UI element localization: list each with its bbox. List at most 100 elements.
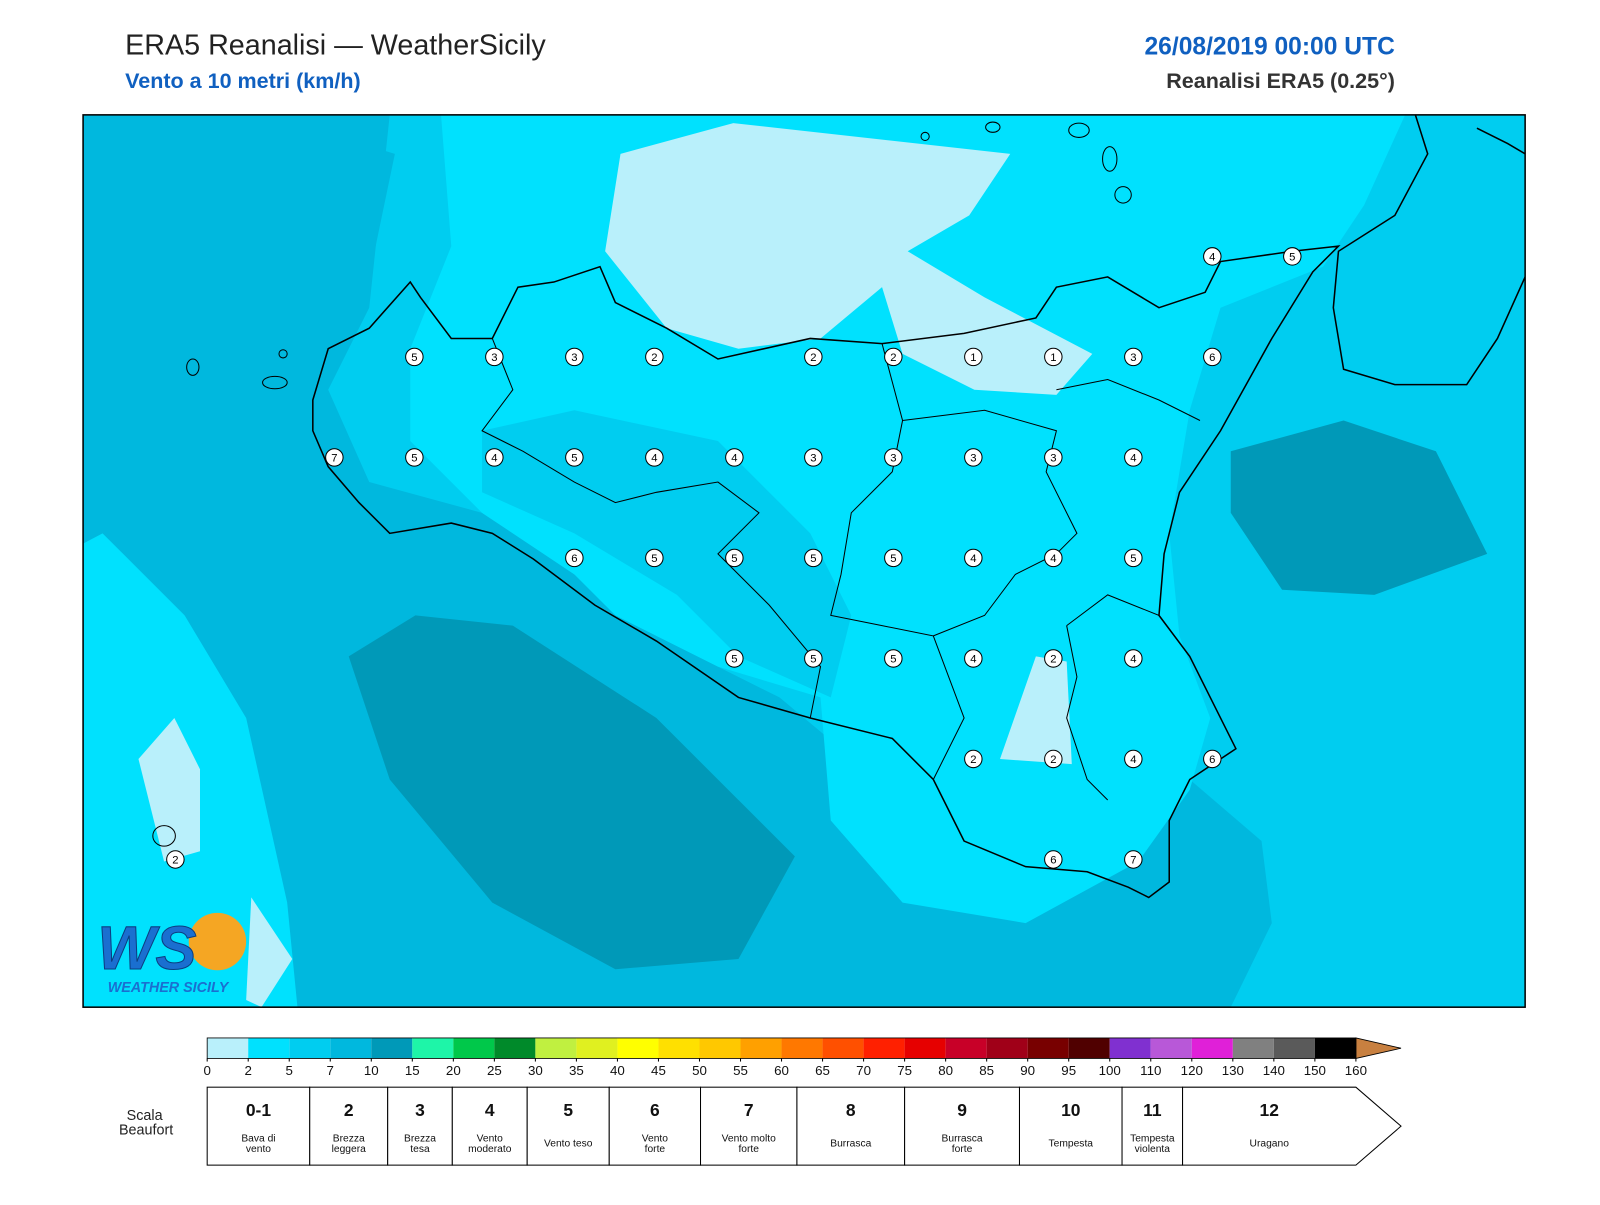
station-marker (1203, 749, 1222, 769)
beaufort-name: Bava di vento (241, 1133, 276, 1155)
station-value: 5 (890, 553, 896, 565)
station-value: 4 (491, 453, 497, 465)
colorbar-segment (289, 1037, 331, 1059)
station-marker (1283, 247, 1302, 266)
station-marker (964, 749, 983, 769)
beaufort-name: Vento molto forte (721, 1133, 776, 1155)
station-value: 4 (970, 553, 976, 565)
logo: WS WEATHER SICILY (97, 912, 247, 996)
beaufort-force: 10 (1061, 1100, 1080, 1120)
colorbar-segment (658, 1037, 700, 1059)
station-value: 5 (731, 654, 737, 666)
beaufort-name-box: Vento forte (642, 1134, 668, 1155)
station-value: 2 (970, 754, 976, 766)
station-value: 4 (1050, 553, 1056, 565)
province-border (1066, 625, 1109, 801)
station-marker (1044, 850, 1063, 869)
station-marker (1124, 448, 1143, 467)
beaufort-name: Vento teso (543, 1138, 593, 1150)
station-value: 4 (1130, 453, 1136, 465)
contour (83, 114, 395, 534)
station-marker (565, 448, 584, 467)
station-marker (964, 448, 983, 467)
station-value: 7 (331, 453, 337, 465)
station-value: 3 (571, 352, 577, 364)
island (1114, 186, 1132, 204)
subtitle: Vento a 10 metri (km/h) (125, 69, 361, 93)
colorbar-tick-label: 25 (487, 1063, 502, 1078)
beaufort-name: Uragano (1249, 1138, 1289, 1150)
coastline (1332, 114, 1526, 386)
beaufort-cell (796, 1086, 906, 1166)
island (152, 825, 176, 847)
beaufort-cell (904, 1086, 1020, 1166)
station-value: 5 (810, 553, 816, 565)
station-value: 5 (890, 654, 896, 666)
colorbar-tick-label: 40 (610, 1063, 625, 1078)
station-value: 4 (1209, 252, 1215, 264)
colorbar-tick-label: 2 (244, 1063, 251, 1078)
colorbar-tick-label: 10 (364, 1063, 379, 1078)
beaufort-cell (526, 1086, 610, 1166)
station-marker (1203, 247, 1222, 266)
station-marker (1044, 649, 1063, 668)
colorbar-segment (1232, 1037, 1274, 1059)
station-value: 4 (731, 453, 737, 465)
map-frame (82, 114, 1526, 1008)
beaufort-force: 9 (957, 1100, 967, 1120)
colorbar-tick-label: 75 (897, 1063, 912, 1078)
colorbar-segment (207, 1037, 249, 1059)
colorbar-segment (781, 1037, 823, 1059)
station-marker (804, 548, 823, 568)
colorbar-segment (617, 1037, 659, 1059)
colorbar-tick-label: 160 (1345, 1063, 1367, 1078)
station-value: 1 (1050, 352, 1056, 364)
station-value: 3 (890, 453, 896, 465)
colorbar-tick-label: 20 (446, 1063, 461, 1078)
station-marker (565, 347, 584, 367)
title: ERA5 Reanalisi — WeatherSicily (125, 29, 546, 61)
colorbar-segment (412, 1037, 454, 1059)
station-value: 6 (1050, 855, 1056, 867)
station-marker (565, 548, 584, 568)
beaufort-force: 2 (344, 1100, 354, 1120)
station-value: 4 (1130, 754, 1136, 766)
beaufort-name-box: Brezza leggera (332, 1134, 366, 1155)
source: Reanalisi ERA5 (0.25°) (1166, 69, 1395, 93)
island (1102, 146, 1118, 172)
colorbar-tick-label: 5 (286, 1063, 293, 1078)
beaufort-cell (387, 1086, 453, 1166)
beaufort-force: 0-1 (246, 1100, 271, 1120)
station-marker (884, 347, 903, 367)
colorbar-tick-label: 130 (1222, 1063, 1244, 1078)
beaufort-name-box: Tempesta violenta (1130, 1133, 1175, 1155)
datetime: 26/08/2019 00:00 UTC (1144, 33, 1395, 60)
station-value: 6 (1209, 352, 1215, 364)
colorbar-segment (822, 1037, 864, 1059)
colorbar-extend (1355, 1037, 1402, 1059)
station-value: 4 (1130, 654, 1136, 666)
beaufort-name: Tempesta violenta (1130, 1133, 1175, 1155)
beaufort-name: Brezza tesa (404, 1133, 436, 1155)
station-value: 3 (1130, 352, 1136, 364)
colorbar-tick-label: 90 (1020, 1063, 1035, 1078)
station-marker (804, 347, 823, 367)
station-value: 6 (1209, 754, 1215, 766)
colorbar-tick-label: 100 (1099, 1063, 1121, 1078)
station-value: 3 (810, 453, 816, 465)
colorbar-tick-label: 55 (733, 1063, 748, 1078)
colorbar-tick-label: 120 (1181, 1063, 1203, 1078)
colorbar-segment (248, 1037, 290, 1059)
colorbar-tick-label: 60 (774, 1063, 789, 1078)
station-marker (485, 448, 504, 467)
station-marker (1044, 548, 1063, 568)
province-border (902, 409, 1078, 637)
station-marker (884, 649, 903, 668)
station-value: 1 (970, 352, 976, 364)
colorbar-segment (1191, 1037, 1233, 1059)
colorbar-tick-label: 35 (569, 1063, 584, 1078)
colorbar-segment (1273, 1037, 1315, 1059)
station-value: 2 (1050, 754, 1056, 766)
colorbar-tick-label: 15 (405, 1063, 420, 1078)
